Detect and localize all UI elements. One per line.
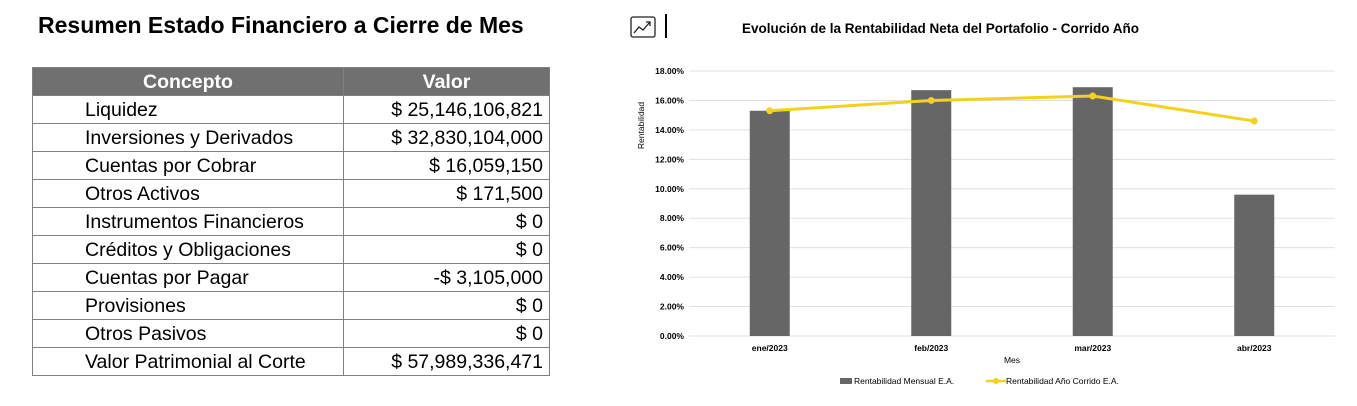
bar-mensual	[1234, 194, 1275, 336]
bar-mensual	[911, 90, 952, 336]
row-valor: $ 0	[343, 207, 550, 236]
header-divider	[665, 14, 667, 38]
y-tick-label: 12.00%	[655, 154, 684, 164]
chart-title: Evolución de la Rentabilidad Neta del Po…	[742, 21, 1140, 36]
header-valor: Valor	[343, 67, 550, 96]
bar-mensual	[749, 110, 790, 336]
x-tick-label: feb/2023	[914, 343, 948, 353]
y-tick-label: 16.00%	[655, 95, 684, 105]
y-tick-label: 6.00%	[660, 243, 685, 253]
legend-marker-anio	[993, 378, 999, 384]
row-concepto: Provisiones	[32, 291, 344, 320]
row-valor: $ 16,059,150	[343, 151, 550, 180]
row-concepto: Cuentas por Cobrar	[32, 151, 344, 180]
rentabilidad-chart: 0.00% 2.00% 4.00% 6.00% 8.00% 10.00% 12.00% 14.…	[636, 66, 1335, 386]
x-tick-label: abr/2023	[1237, 343, 1272, 353]
row-valor: $ 57,989,336,471	[343, 347, 550, 376]
x-tick-label: ene/2023	[752, 343, 788, 353]
y-tick-label: 18.00%	[655, 66, 684, 76]
row-valor: -$ 3,105,000	[343, 263, 550, 292]
table-row: Liquidez $ 25,146,106,821	[32, 95, 550, 124]
row-valor: $ 0	[343, 235, 550, 264]
table-header-row: Concepto Valor	[32, 67, 550, 96]
bar-mensual	[1072, 87, 1113, 336]
row-valor: $ 0	[343, 319, 550, 348]
table-row: Valor Patrimonial al Corte $ 57,989,336,4…	[32, 347, 550, 376]
x-tick-label: mar/2023	[1074, 343, 1111, 353]
table-row: Otros Pasivos $ 0	[32, 319, 550, 348]
line-anio-corrido	[769, 94, 1255, 123]
y-tick-label: 0.00%	[660, 331, 685, 341]
y-tick-label: 10.00%	[655, 184, 684, 194]
y-axis-label: Rentabilidad	[636, 102, 646, 150]
trend-chart-icon	[630, 16, 656, 38]
summary-title: Resumen Estado Financiero a Cierre de Me…	[38, 12, 524, 38]
legend-label-mensual: Rentabilidad Mensual E.A.	[854, 376, 954, 386]
y-tick-label: 4.00%	[660, 272, 685, 282]
header-concepto: Concepto	[32, 67, 344, 96]
row-concepto: Otros Pasivos	[32, 319, 344, 348]
legend-label-anio: Rentabilidad Año Corrido E.A.	[1006, 376, 1119, 386]
row-concepto: Valor Patrimonial al Corte	[32, 347, 344, 376]
legend-swatch-mensual	[840, 378, 852, 384]
row-valor: $ 171,500	[343, 179, 550, 208]
table-row: Otros Activos $ 171,500	[32, 179, 550, 208]
chart-panel: Evolución de la Rentabilidad Neta del Po…	[620, 0, 1357, 406]
y-tick-label: 14.00%	[655, 125, 684, 135]
table-row: Instrumentos Financieros $ 0	[32, 207, 550, 236]
line-point	[1250, 117, 1258, 125]
row-valor: $ 25,146,106,821	[343, 95, 550, 124]
financial-summary-table: Concepto Valor Liquidez $ 25,146,106,821 …	[32, 67, 550, 376]
line-point	[927, 96, 935, 104]
table-row: Cuentas por Cobrar $ 16,059,150	[32, 151, 550, 180]
line-point	[1089, 92, 1097, 100]
table-row: Cuentas por Pagar -$ 3,105,000	[32, 263, 550, 292]
x-axis-label: Mes	[1004, 355, 1020, 365]
row-concepto: Inversiones y Derivados	[32, 123, 344, 152]
row-concepto: Otros Activos	[32, 179, 344, 208]
table-row: Inversiones y Derivados $ 32,830,104,000	[32, 123, 550, 152]
table-row: Provisiones $ 0	[32, 291, 550, 320]
table-row: Créditos y Obligaciones $ 0	[32, 235, 550, 264]
y-tick-label: 2.00%	[660, 302, 685, 312]
row-concepto: Créditos y Obligaciones	[32, 235, 344, 264]
row-valor: $ 0	[343, 291, 550, 320]
row-concepto: Instrumentos Financieros	[32, 207, 344, 236]
row-concepto: Liquidez	[32, 95, 344, 124]
line-point	[766, 107, 774, 115]
y-tick-label: 8.00%	[660, 213, 685, 223]
row-valor: $ 32,830,104,000	[343, 123, 550, 152]
row-concepto: Cuentas por Pagar	[32, 263, 344, 292]
